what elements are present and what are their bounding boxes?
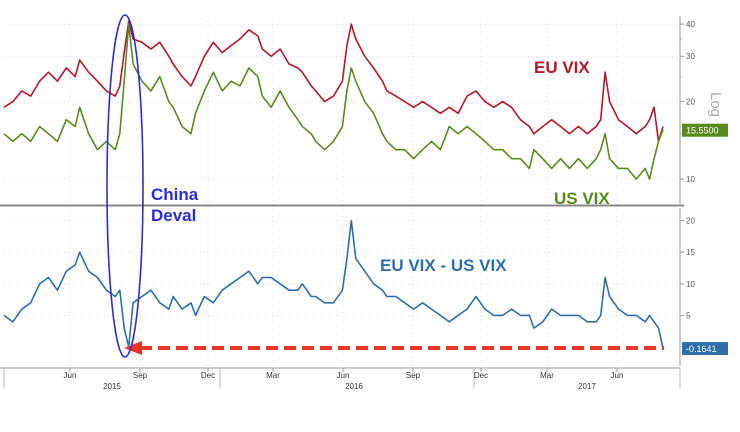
bottom-series-0-line [3, 219, 664, 349]
bottom-tick-label-0: 5 [686, 311, 691, 320]
x-tick-label-1: Sep [133, 371, 148, 380]
bottom-tick-label-1: 10 [686, 280, 695, 289]
x-tick-label-2: Dec [201, 371, 215, 380]
top-tick-label-1: 20 [686, 98, 695, 107]
bottom-tick-label-2: 15 [686, 248, 695, 257]
log-axis-label: Log [707, 92, 724, 117]
x-tick-label-8: Jun [611, 371, 624, 380]
us-vix-last-value: 15.5500 [686, 126, 719, 136]
x-tick-label-6: Dec [474, 371, 488, 380]
x-tick-label-5: Sep [406, 371, 421, 380]
top-tick-label-0: 10 [686, 175, 695, 184]
us-vix-last-badge [682, 123, 728, 137]
eu-vix-annotation: EU VIX [534, 58, 590, 77]
spread-annotation: EU VIX - US VIX [380, 256, 507, 275]
year-label-0: 2015 [103, 382, 121, 391]
x-tick-label-3: Mar [266, 371, 280, 380]
top-series-1-line [3, 23, 664, 180]
china-deval-label-line1: China [151, 185, 199, 204]
bottom-tick-label-3: 20 [686, 217, 695, 226]
series-lines [3, 20, 664, 349]
year-label-1: 2016 [345, 382, 363, 391]
reference-arrowhead [124, 341, 142, 356]
year-label-2: 2017 [578, 382, 596, 391]
us-vix-annotation: US VIX [554, 189, 610, 208]
top-series-0-line [3, 20, 664, 143]
gridlines [4, 16, 680, 366]
spread-last-value: -0.1641 [686, 344, 717, 354]
axes: 10 20 30 40 5 10 15 20 Log Jun Sep Dec Mar Jun Sep Dec M… [0, 16, 724, 391]
china-deval-label-line2: Deval [151, 206, 196, 225]
x-tick-label-7: Mar [540, 371, 554, 380]
china-deval-ellipse [106, 14, 144, 358]
annotations: 15.5500 -0.1641 EU VIX US VIX EU VIX - US VI… [106, 14, 728, 358]
x-tick-label-4: Jun [337, 371, 350, 380]
spread-last-badge [682, 342, 728, 356]
x-tick-label-0: Jun [64, 371, 77, 380]
top-tick-label-3: 40 [686, 20, 695, 29]
top-tick-label-2: 30 [686, 52, 695, 61]
